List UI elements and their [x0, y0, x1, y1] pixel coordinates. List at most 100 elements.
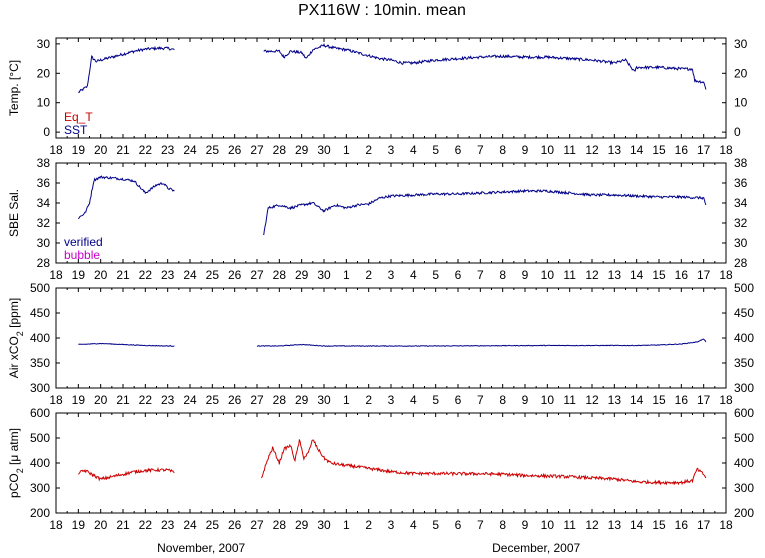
x-tick-label: 1 [343, 143, 350, 157]
panel-2: 18 19 20 21 22 23 24 25 26 27 28 29 30 1 2 3 4 5 6 7 8 9 10 11 1… [7, 156, 748, 282]
x-tick-label: 13 [608, 518, 622, 532]
series-line-4-2 [261, 439, 707, 486]
legend-entry: Eq_T [64, 110, 93, 124]
y-axis-label: Temp. [°C] [7, 60, 21, 116]
x-tick-label: 5 [432, 518, 439, 532]
legend-entry: verified [64, 235, 103, 249]
x-tick-label: 3 [388, 518, 395, 532]
x-tick-label: 5 [432, 393, 439, 407]
x-tick-label: 25 [206, 393, 220, 407]
x-tick-label: 27 [250, 143, 264, 157]
y-tick-label: 10 [37, 96, 51, 110]
x-tick-label: 17 [697, 268, 711, 282]
x-tick-label: 8 [499, 143, 506, 157]
x-tick-label: 7 [477, 268, 484, 282]
x-tick-label: 30 [317, 393, 331, 407]
x-tick-label: 18 [49, 143, 63, 157]
x-tick-label: 14 [630, 143, 644, 157]
x-tick-label: 23 [161, 518, 175, 532]
plot-frame [55, 37, 727, 139]
x-tick-label: 5 [432, 143, 439, 157]
x-tick-label: 6 [455, 393, 462, 407]
x-tick-label: 6 [455, 143, 462, 157]
x-tick-label: 18 [719, 143, 733, 157]
y-tick-label: 38 [37, 156, 51, 170]
y-tick-label-right: 30 [734, 37, 748, 51]
x-tick-label: 30 [317, 143, 331, 157]
legend-entry: bubble [64, 248, 100, 262]
x-tick-label: 11 [563, 268, 576, 282]
x-tick-label: 18 [719, 518, 733, 532]
x-tick-label: 4 [410, 143, 417, 157]
y-tick-label-right: 500 [734, 431, 754, 445]
x-tick-label: 23 [161, 268, 175, 282]
x-tick-label: 22 [139, 393, 153, 407]
x-tick-label: 9 [522, 268, 529, 282]
y-tick-label-right: 20 [734, 66, 748, 80]
x-tick-label: 18 [49, 518, 63, 532]
x-tick-label: 22 [139, 268, 153, 282]
x-tick-label: 4 [410, 518, 417, 532]
x-tick-label: 22 [139, 143, 153, 157]
series-line-1-1 [78, 45, 175, 94]
y-tick-label-right: 34 [734, 196, 748, 210]
x-tick-label: 13 [608, 268, 622, 282]
x-tick-label: 6 [455, 518, 462, 532]
x-tick-label: 8 [499, 393, 506, 407]
x-tick-label: 7 [477, 518, 484, 532]
y-tick-label: 30 [37, 37, 51, 51]
x-tick-label: 12 [585, 268, 599, 282]
x-tick-label: 14 [630, 393, 644, 407]
y-tick-label-right: 38 [734, 156, 748, 170]
x-tick-label: 11 [563, 143, 576, 157]
x-tick-label: 13 [608, 143, 622, 157]
y-tick-label: 28 [37, 256, 51, 270]
month-labels: November, 2007 December, 2007 [157, 541, 580, 555]
y-tick-label: 200 [30, 506, 50, 520]
x-tick-label: 11 [563, 518, 576, 532]
x-tick-label: 15 [652, 393, 666, 407]
x-tick-label: 17 [697, 518, 711, 532]
panel-4: 18 19 20 21 22 23 24 25 26 27 28 29 30 1 2 3 4 5 6 7 8 9 10 11 1… [7, 406, 754, 532]
x-tick-label: 14 [630, 518, 644, 532]
x-tick-label: 8 [499, 518, 506, 532]
x-tick-label: 14 [630, 268, 644, 282]
y-axis-label: Air xCO2 [ppm] [7, 298, 25, 378]
x-tick-label: 12 [585, 518, 599, 532]
x-tick-label: 24 [183, 518, 197, 532]
y-tick-label-right: 28 [734, 256, 748, 270]
y-tick-label-right: 32 [734, 216, 748, 230]
x-tick-label: 29 [295, 268, 309, 282]
x-tick-label: 23 [161, 393, 175, 407]
x-tick-label: 24 [183, 143, 197, 157]
x-tick-label: 7 [477, 143, 484, 157]
month-label: November, 2007 [157, 541, 245, 555]
x-tick-label: 28 [273, 143, 287, 157]
y-tick-label-right: 300 [734, 481, 754, 495]
x-tick-label: 30 [317, 268, 331, 282]
x-tick-label: 15 [652, 268, 666, 282]
x-tick-label: 26 [228, 393, 242, 407]
x-tick-label: 28 [273, 268, 287, 282]
x-tick-label: 25 [206, 143, 220, 157]
x-tick-label: 27 [250, 268, 264, 282]
y-tick-label: 600 [30, 406, 50, 420]
y-tick-label: 300 [30, 381, 50, 395]
x-tick-label: 24 [183, 268, 197, 282]
x-tick-label: 18 [719, 393, 733, 407]
x-tick-label: 3 [388, 393, 395, 407]
series-line-1-2 [263, 42, 707, 90]
legend-entry: SST [64, 123, 88, 137]
y-tick-label: 0 [43, 125, 50, 139]
y-tick-label: 400 [30, 456, 50, 470]
x-tick-label: 10 [541, 393, 555, 407]
x-tick-label: 9 [522, 393, 529, 407]
y-tick-label-right: 200 [734, 506, 754, 520]
x-tick-label: 20 [94, 518, 108, 532]
x-tick-label: 10 [541, 268, 555, 282]
x-tick-label: 13 [608, 393, 622, 407]
y-tick-label: 450 [30, 306, 50, 320]
y-tick-label-right: 10 [734, 96, 748, 110]
x-tick-label: 9 [522, 143, 529, 157]
